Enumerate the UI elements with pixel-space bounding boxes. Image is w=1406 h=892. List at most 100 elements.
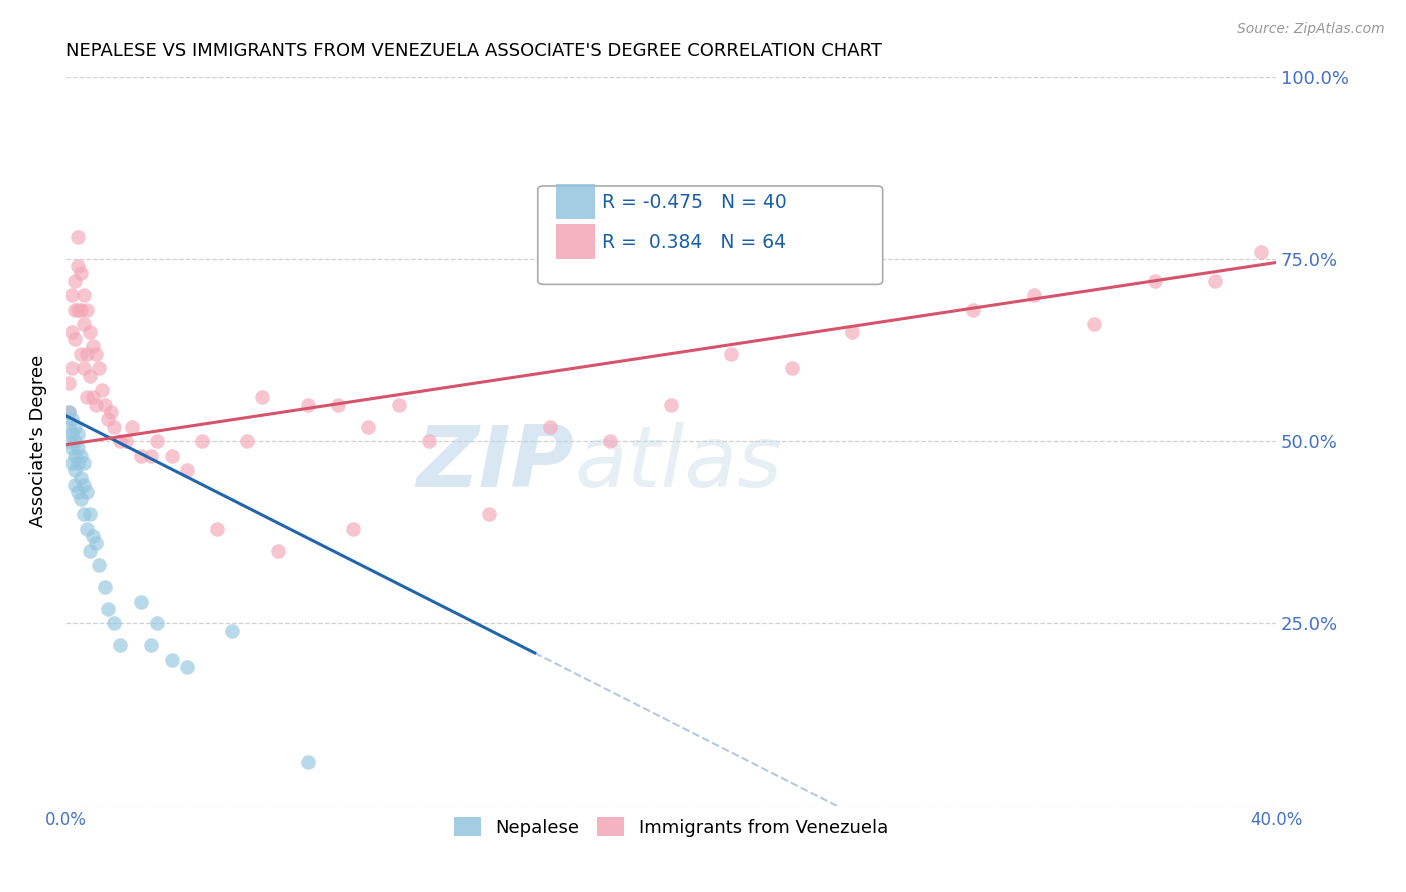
Point: [1143, 274, 1166, 288]
Point: [962, 302, 984, 317]
Point: [115, 434, 138, 449]
Text: ZIP: ZIP: [416, 422, 574, 505]
Point: [221, 624, 243, 638]
Point: [84, 398, 107, 412]
Point: [63, 434, 86, 449]
Point: [780, 361, 803, 376]
Point: [70, 267, 93, 281]
Point: [82, 339, 104, 353]
Text: Source: ZipAtlas.com: Source: ZipAtlas.com: [1237, 22, 1385, 37]
Point: [73, 361, 96, 376]
Point: [121, 419, 143, 434]
Point: [63, 463, 86, 477]
Point: [326, 398, 349, 412]
Point: [79, 543, 101, 558]
Point: [76, 391, 98, 405]
Point: [66, 485, 89, 500]
Bar: [555, 224, 595, 259]
Point: [66, 442, 89, 456]
Point: [659, 398, 682, 412]
Point: [60, 442, 83, 456]
Point: [58, 434, 80, 449]
Point: [720, 346, 742, 360]
Point: [66, 426, 89, 441]
Point: [79, 368, 101, 383]
Text: NEPALESE VS IMMIGRANTS FROM VENEZUELA ASSOCIATE'S DEGREE CORRELATION CHART: NEPALESE VS IMMIGRANTS FROM VENEZUELA AS…: [66, 42, 882, 60]
Point: [63, 302, 86, 317]
Point: [79, 325, 101, 339]
Point: [60, 361, 83, 376]
Point: [176, 463, 198, 477]
Point: [63, 332, 86, 346]
Point: [599, 434, 621, 449]
Point: [58, 405, 80, 419]
Point: [63, 449, 86, 463]
Point: [63, 478, 86, 492]
Point: [110, 434, 132, 449]
Point: [252, 391, 274, 405]
Point: [60, 325, 83, 339]
Point: [357, 419, 380, 434]
Point: [60, 288, 83, 302]
Point: [70, 346, 93, 360]
Point: [110, 638, 132, 652]
Bar: [555, 184, 595, 219]
Point: [63, 419, 86, 434]
Point: [70, 449, 93, 463]
Point: [145, 434, 167, 449]
Point: [191, 434, 214, 449]
Point: [79, 507, 101, 521]
Point: [236, 434, 259, 449]
Point: [73, 288, 96, 302]
Point: [160, 653, 183, 667]
Point: [66, 302, 89, 317]
Point: [70, 470, 93, 484]
Point: [1083, 318, 1105, 332]
Point: [94, 398, 117, 412]
Y-axis label: Associate's Degree: Associate's Degree: [30, 355, 46, 527]
Point: [97, 412, 120, 426]
Point: [73, 507, 96, 521]
Point: [91, 383, 114, 397]
Point: [70, 492, 93, 507]
Point: [297, 755, 319, 769]
Point: [76, 522, 98, 536]
Point: [1204, 274, 1226, 288]
Point: [94, 580, 117, 594]
Point: [58, 419, 80, 434]
Point: [87, 558, 110, 573]
Point: [60, 412, 83, 426]
Point: [60, 426, 83, 441]
Point: [387, 398, 409, 412]
Point: [76, 485, 98, 500]
Point: [176, 660, 198, 674]
Point: [160, 449, 183, 463]
Point: [205, 522, 228, 536]
Point: [538, 419, 561, 434]
Point: [418, 434, 440, 449]
Point: [58, 405, 80, 419]
Point: [82, 529, 104, 543]
Text: R =  0.384   N = 64: R = 0.384 N = 64: [602, 234, 786, 252]
Point: [66, 456, 89, 470]
Point: [145, 616, 167, 631]
Point: [103, 419, 125, 434]
Point: [87, 361, 110, 376]
Point: [841, 325, 863, 339]
Point: [342, 522, 364, 536]
Point: [84, 536, 107, 550]
Point: [73, 318, 96, 332]
Point: [297, 398, 319, 412]
Point: [100, 405, 122, 419]
Point: [82, 391, 104, 405]
Point: [76, 302, 98, 317]
Legend: Nepalese, Immigrants from Venezuela: Nepalese, Immigrants from Venezuela: [447, 810, 896, 844]
Point: [131, 594, 153, 608]
Point: [63, 274, 86, 288]
Point: [478, 507, 501, 521]
FancyBboxPatch shape: [537, 186, 883, 285]
Point: [266, 543, 288, 558]
Point: [84, 346, 107, 360]
Point: [70, 302, 93, 317]
Point: [73, 478, 96, 492]
